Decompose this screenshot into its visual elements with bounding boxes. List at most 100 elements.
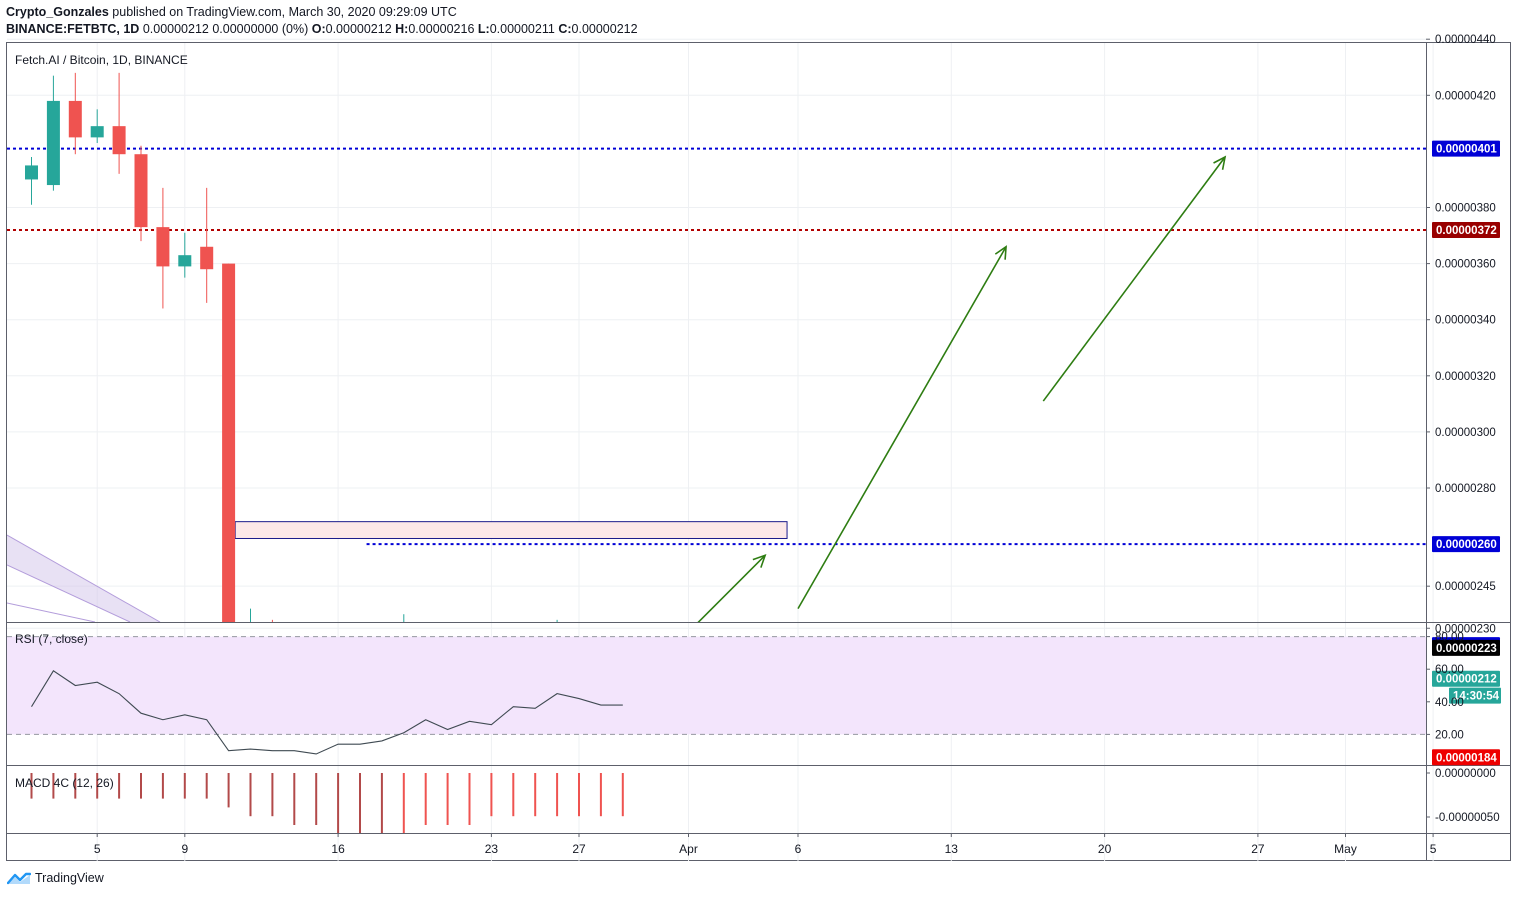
symbol-label: BINANCE:FETBTC, 1D	[6, 22, 140, 36]
low-value: 0.00000211	[489, 22, 555, 36]
candle-body	[112, 126, 126, 155]
date-axis-label: 23	[485, 842, 499, 856]
date-axis-label: 16	[331, 842, 345, 856]
price-pane	[7, 72, 1426, 636]
candle	[200, 187, 214, 303]
candle	[112, 72, 126, 174]
rsi-axis-label: 60.00	[1435, 664, 1464, 676]
candle-body	[134, 154, 148, 228]
price-tag: 0.00000212	[1432, 670, 1500, 687]
annotation-box	[234, 521, 788, 539]
price-axis-label: 0.00000320	[1435, 371, 1496, 383]
price-axis-label: 0.00000440	[1435, 34, 1496, 46]
candle	[178, 232, 192, 278]
price-tag-bg	[1432, 140, 1500, 157]
price-tag-label: 0.00000260	[1436, 539, 1497, 551]
brand-text: TradingView	[35, 871, 104, 885]
price-axis-label: 0.00000360	[1435, 259, 1496, 271]
price-axis-label: 0.00000420	[1435, 90, 1496, 102]
price-tag-label: 0.00000372	[1436, 225, 1497, 237]
price-axis-label: 0.00000340	[1435, 315, 1496, 327]
date-axis-label: 9	[181, 842, 188, 856]
candle-body	[156, 227, 170, 267]
candle	[134, 145, 148, 242]
close-value: 0.00000212	[571, 22, 638, 36]
candle-body	[244, 634, 257, 636]
date-axis-label: May	[1334, 842, 1357, 856]
published-text: published on TradingView.com, March 30, …	[112, 5, 457, 19]
candle-body	[222, 263, 236, 622]
price-tag-bg	[1449, 687, 1501, 704]
projection-arrow	[797, 245, 1007, 610]
pane-separators	[7, 43, 1510, 860]
price-tag: 0.00000372	[1432, 221, 1500, 238]
projection-arrow	[1042, 155, 1227, 402]
date-axis-label: 6	[795, 842, 802, 856]
rsi-axis-label: 40.00	[1435, 697, 1464, 709]
candle	[156, 187, 170, 309]
rsi-band	[7, 636, 1426, 735]
price-axis-label: 0.00000300	[1435, 427, 1496, 439]
tradingview-logo-icon	[7, 872, 31, 885]
arrow-head	[752, 554, 767, 568]
rsi-pane	[7, 636, 1426, 755]
change-value: 0.00000212 0.00000000 (0%)	[142, 22, 309, 36]
price-tag-label: 0.00000223	[1436, 643, 1497, 655]
date-axis-label: 20	[1098, 842, 1112, 856]
arrow-shaft	[797, 246, 1007, 610]
grid-lines	[7, 38, 1434, 861]
macd-title: MACD 4C (12, 26)	[15, 776, 114, 790]
date-axis-label: 13	[945, 842, 959, 856]
ohlc-header: BINANCE:FETBTC, 1D 0.00000212 0.00000000…	[6, 22, 638, 36]
open-value: 0.00000212	[325, 22, 392, 36]
price-tag-bg	[1432, 536, 1500, 553]
candle	[46, 75, 60, 191]
publish-header: Crypto_Gonzales published on TradingView…	[6, 5, 457, 19]
candle-body	[25, 165, 38, 180]
price-tag-bg	[1432, 670, 1500, 687]
projection-arrow	[697, 554, 767, 622]
author-name[interactable]: Crypto_Gonzales	[6, 5, 109, 19]
rsi-title: RSI (7, close)	[15, 632, 88, 646]
arrow-head	[994, 245, 1007, 260]
price-axis-label: 0.00000230	[1435, 623, 1496, 635]
price-tag-label: 0.00000184	[1436, 752, 1497, 764]
fan-line	[7, 564, 131, 622]
date-axis-label: 5	[94, 842, 101, 856]
rsi-axis-label: 80.00	[1435, 632, 1464, 644]
macd-axis-label: -0.00000050	[1435, 812, 1500, 824]
price-tag: 0.00000401	[1432, 140, 1500, 157]
price-tag-label: 14:30:54	[1453, 691, 1500, 703]
fan-line	[7, 602, 96, 622]
candle-body	[178, 255, 192, 267]
chart-frame	[6, 42, 1511, 861]
price-tag: 0.00000260	[1432, 536, 1500, 553]
price-pane-title: Fetch.AI / Bitcoin, 1D, BINANCE	[15, 53, 188, 67]
rsi-line	[31, 670, 623, 755]
price-tag-label: 0.00000401	[1436, 144, 1497, 156]
tradingview-footer[interactable]: TradingView	[7, 871, 104, 885]
candle-body	[200, 246, 214, 270]
arrow-shaft	[1042, 156, 1226, 402]
arrow-shaft	[697, 554, 766, 622]
rsi-axis-label: 20.00	[1435, 729, 1464, 741]
candle-body	[46, 100, 60, 186]
price-tag: 14:30:54	[1449, 687, 1501, 704]
date-axis-label: Apr	[679, 842, 698, 856]
price-tag-bg	[1432, 639, 1500, 656]
candle	[25, 157, 38, 205]
fan-line	[7, 534, 161, 622]
high-value: 0.00000216	[408, 22, 475, 36]
price-tag: 0.00000184	[1432, 749, 1500, 766]
price-tag-label: 0.00000212	[1436, 674, 1497, 686]
price-tag: 0.00000223	[1432, 639, 1500, 656]
macd-axis-label: 0.00000000	[1435, 768, 1496, 780]
macd-pane	[30, 773, 624, 833]
price-axis-label: 0.00000280	[1435, 483, 1496, 495]
price-tag-bg	[1432, 221, 1500, 238]
price-axis-label: 0.00000380	[1435, 203, 1496, 215]
price-tag-bg	[1432, 749, 1500, 766]
candle-body	[90, 126, 104, 138]
date-axis-label: 27	[572, 842, 586, 856]
